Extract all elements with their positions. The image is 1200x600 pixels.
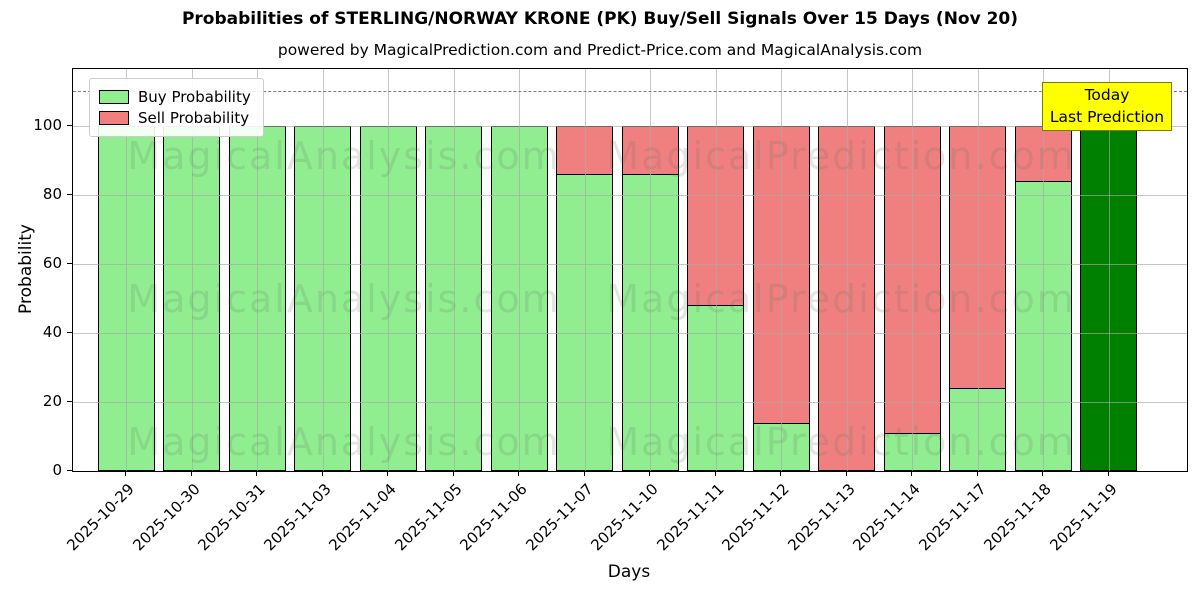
dashed-reference-line <box>73 91 1187 93</box>
gridline-x-2025-10-29 <box>126 69 127 471</box>
gridline-x-2025-11-04 <box>388 69 389 471</box>
x-tick-2025-11-13 <box>845 471 847 476</box>
watermark-left-2: MagicalAnalysis.com <box>127 420 561 464</box>
gridline-x-2025-11-14 <box>912 69 913 471</box>
legend-label-buy: Buy Probability <box>138 88 251 106</box>
watermark-left-1: MagicalAnalysis.com <box>127 277 561 321</box>
x-tick-2025-11-04 <box>387 471 389 476</box>
gridline-x-2025-10-30 <box>191 69 193 471</box>
sell-swatch-icon <box>99 111 129 125</box>
watermark-right-0: MagicalPrediction.com <box>606 134 1076 178</box>
watermark-left-0: MagicalAnalysis.com <box>127 134 561 178</box>
y-tick-label-0: 0 <box>52 461 62 479</box>
x-tick-2025-11-17 <box>976 471 978 476</box>
gridline-x-2025-11-18 <box>1043 69 1044 471</box>
x-tick-2025-11-07 <box>583 471 585 476</box>
y-tick-label-40: 40 <box>42 322 62 341</box>
x-tick-2025-10-31 <box>256 471 258 476</box>
gridline-x-2025-11-06 <box>519 69 520 471</box>
x-tick-2025-11-05 <box>452 471 454 476</box>
x-tick-2025-10-29 <box>125 471 127 476</box>
x-tick-2025-11-03 <box>321 471 323 476</box>
legend-label-sell: Sell Probability <box>138 109 250 127</box>
x-tick-2025-11-18 <box>1042 471 1044 476</box>
gridline-x-2025-11-19 <box>1108 69 1110 471</box>
gridline-y-100 <box>73 125 1187 127</box>
today-annotation-line2: Last Prediction <box>1049 107 1165 126</box>
buy-swatch-icon <box>99 90 129 104</box>
x-tick-label-2025-10-29: 2025-10-29 <box>63 480 138 555</box>
plot-area: Buy Probability Sell Probability Today L… <box>72 68 1188 472</box>
gridline-x-2025-11-03 <box>322 69 324 471</box>
watermark-right-2: MagicalPrediction.com <box>606 420 1076 464</box>
gridline-y-60 <box>73 263 1187 265</box>
y-tick-100 <box>67 124 72 127</box>
gridline-x-2025-11-11 <box>715 69 717 471</box>
y-tick-label-20: 20 <box>42 391 62 410</box>
x-tick-2025-11-06 <box>518 471 520 476</box>
gridline-y-20 <box>73 401 1187 403</box>
y-tick-label-60: 60 <box>42 253 62 272</box>
chart-subtitle: powered by MagicalPrediction.com and Pre… <box>277 41 923 59</box>
y-tick-0 <box>67 470 72 472</box>
x-tick-2025-11-10 <box>649 471 651 476</box>
x-tick-2025-11-12 <box>780 471 782 476</box>
chart-title: Probabilities of STERLING/NORWAY KRONE (… <box>181 9 1019 29</box>
x-tick-2025-10-30 <box>190 471 192 476</box>
gridline-x-2025-11-17 <box>977 69 979 471</box>
gridline-x-2025-11-12 <box>781 69 782 471</box>
gridline-x-2025-10-31 <box>257 69 258 471</box>
x-tick-2025-11-11 <box>714 471 716 476</box>
gridline-y-80 <box>73 194 1187 196</box>
x-tick-2025-11-14 <box>911 471 913 476</box>
y-tick-label-100: 100 <box>33 115 62 134</box>
y-tick-40 <box>67 331 72 334</box>
today-annotation-line1: Today <box>1084 86 1130 104</box>
legend-item-sell: Sell Probability <box>99 109 251 127</box>
gridline-x-2025-11-05 <box>453 69 455 471</box>
y-tick-20 <box>67 400 72 403</box>
gridline-y-40 <box>73 332 1187 334</box>
gridline-x-2025-11-13 <box>846 69 848 471</box>
x-tick-2025-11-19 <box>1107 471 1109 476</box>
x-axis-title: Days <box>607 562 651 582</box>
gridline-x-2025-11-07 <box>584 69 586 471</box>
y-tick-label-80: 80 <box>42 184 62 203</box>
legend: Buy Probability Sell Probability <box>89 78 264 137</box>
y-tick-60 <box>67 262 72 265</box>
today-annotation: Today Last Prediction <box>1042 82 1172 132</box>
gridline-x-2025-11-10 <box>650 69 651 471</box>
watermark-right-1: MagicalPrediction.com <box>606 277 1076 321</box>
legend-item-buy: Buy Probability <box>99 88 251 106</box>
y-tick-80 <box>67 193 72 196</box>
